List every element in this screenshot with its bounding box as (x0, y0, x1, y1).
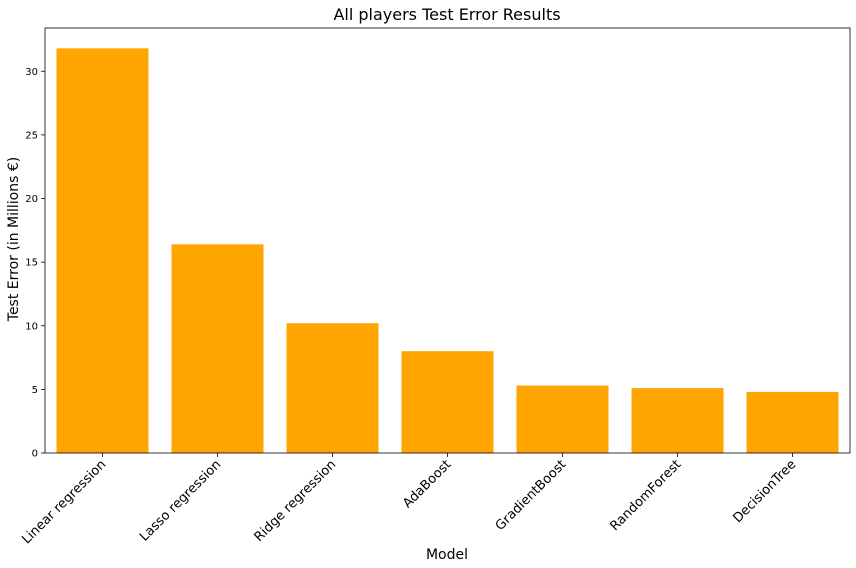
chart-title: All players Test Error Results (333, 5, 560, 24)
y-tick-label: 30 (25, 67, 38, 78)
bar (631, 388, 724, 453)
x-tick-label: GradientBoost (493, 457, 570, 534)
bar (516, 385, 609, 453)
y-tick-label: 10 (25, 321, 38, 332)
x-tick-label: Lasso regression (137, 457, 224, 544)
y-axis-title: Test Error (in Millions €) (6, 157, 22, 322)
bar (56, 48, 149, 454)
bar (171, 244, 264, 453)
y-tick-label: 0 (32, 449, 38, 460)
x-axis-title: Model (426, 547, 468, 563)
x-tick-label: RandomForest (607, 457, 684, 534)
y-tick-label: 5 (32, 385, 38, 396)
y-tick-label: 20 (25, 194, 38, 205)
y-tick-label: 25 (25, 130, 38, 141)
x-tick-label: Linear regression (19, 457, 109, 547)
x-tick-label: AdaBoost (400, 457, 454, 511)
x-tick-label: DecisionTree (730, 457, 799, 526)
plot-area: 0 5 10 15 20 25 30 Linear regression Lasso regre… (19, 27, 851, 547)
y-tick-label: 15 (25, 258, 38, 269)
x-tick-label: Ridge regression (252, 457, 340, 545)
bar (401, 351, 494, 453)
bar (286, 323, 379, 453)
bar (746, 391, 839, 453)
